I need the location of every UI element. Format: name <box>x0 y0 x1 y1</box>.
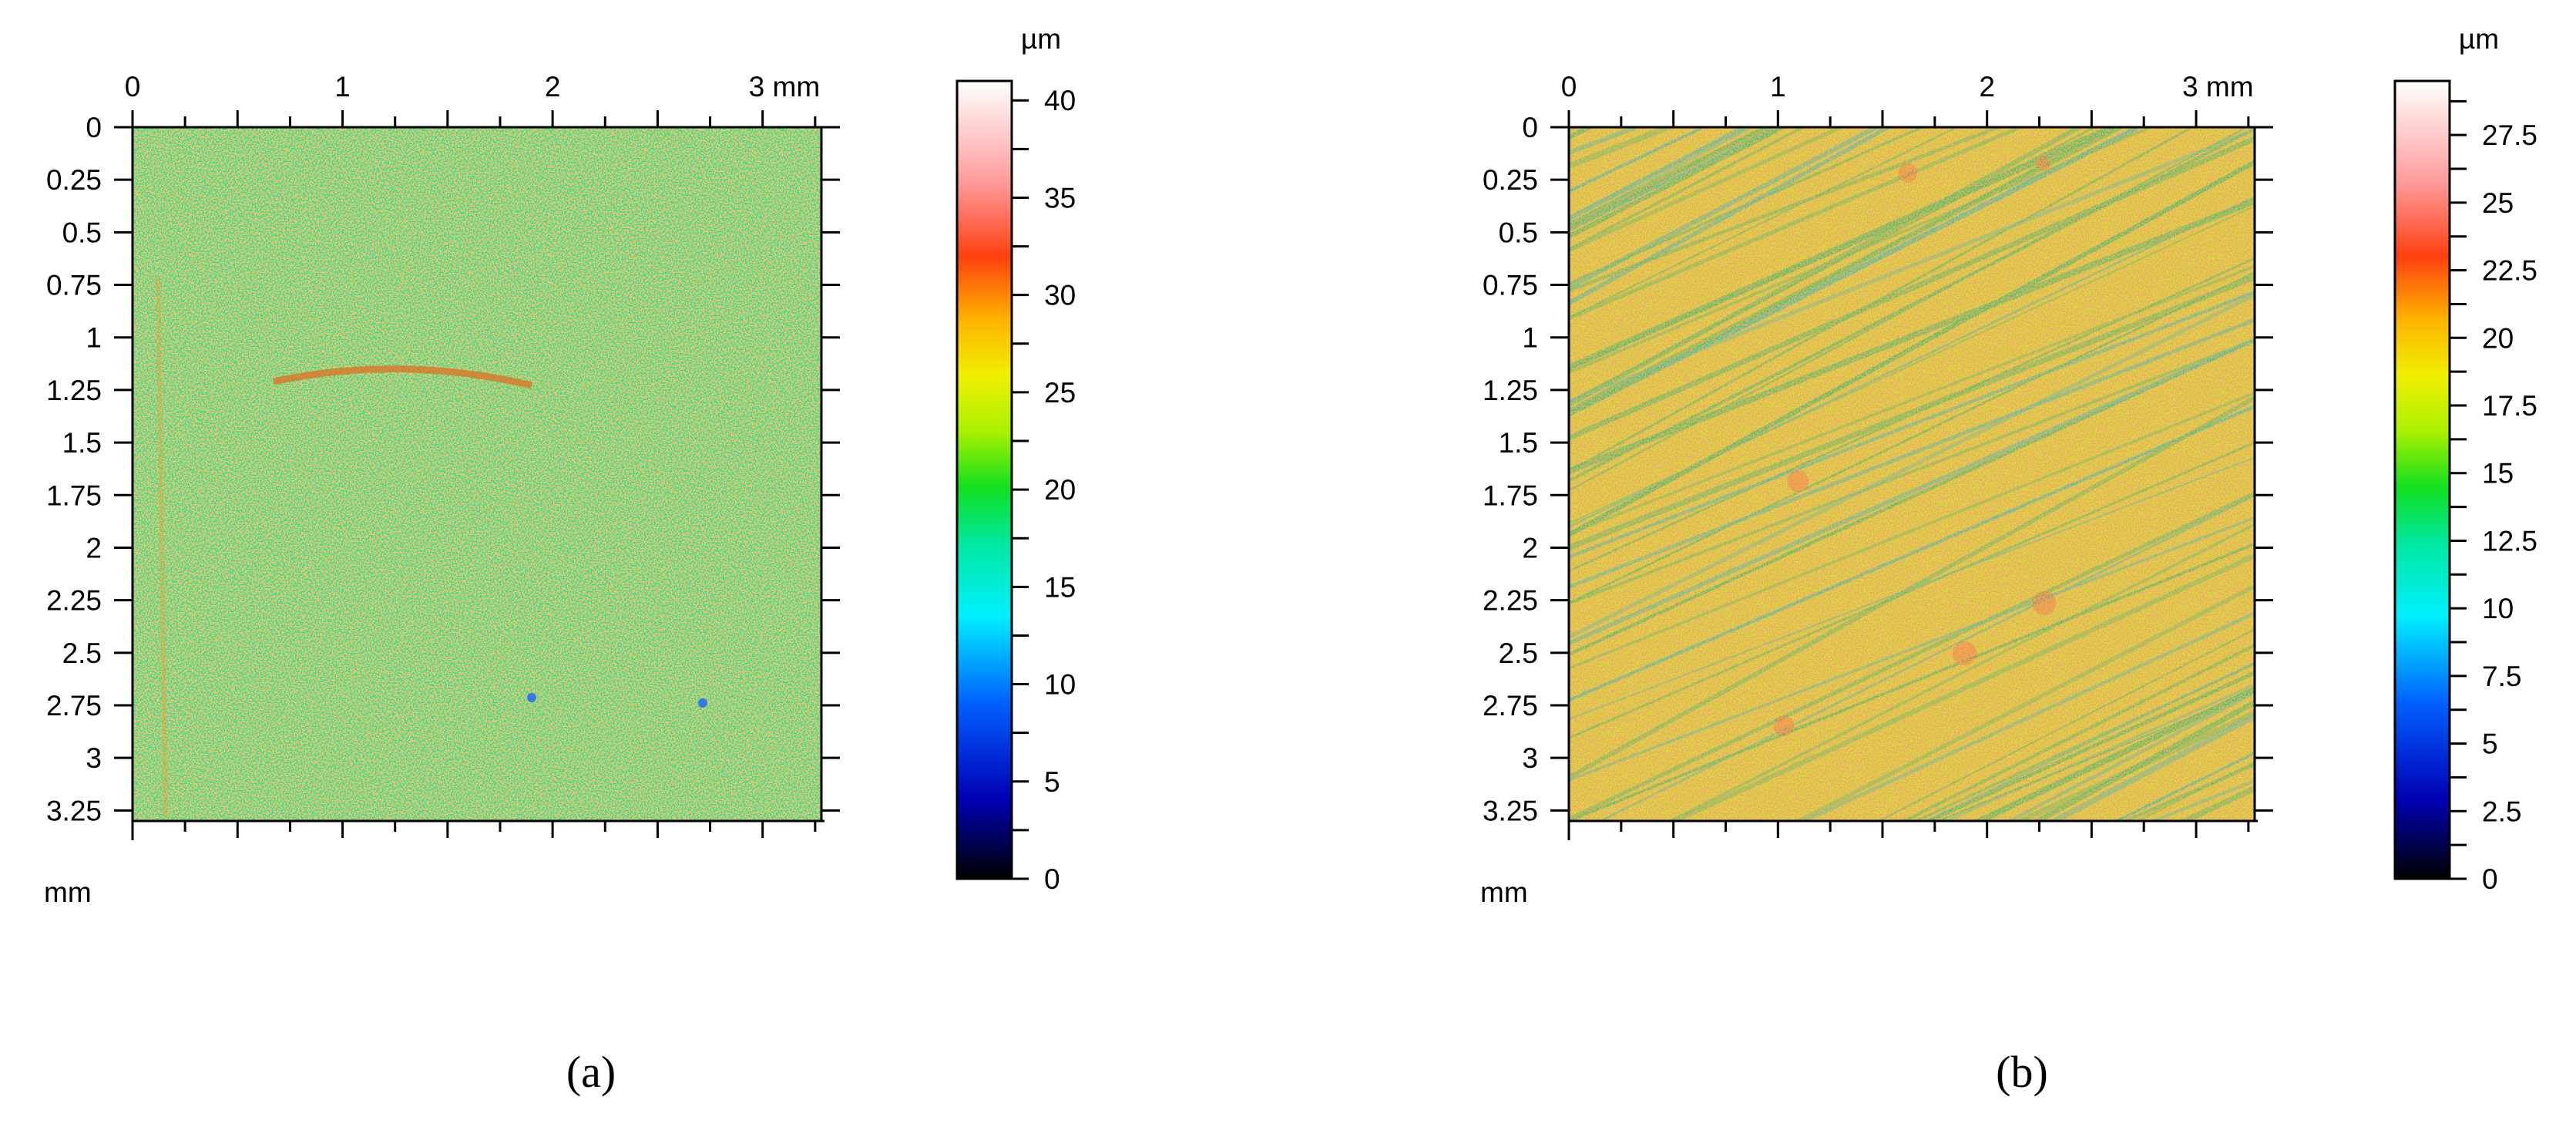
y-tick-label: 2 <box>1522 532 1538 564</box>
scratch-line <box>2178 785 2255 821</box>
y-tick-label: 0.75 <box>46 270 102 301</box>
colorbar-gradient <box>2393 79 2451 880</box>
scratch-line <box>1541 0 2281 99</box>
y-tick-label: 3 <box>86 742 102 774</box>
y-tick-label: 0.25 <box>46 164 102 196</box>
x-tick-label: 3 mm <box>749 71 820 103</box>
colorbar-unit: µm <box>2459 23 2499 55</box>
y-tick-label: 3.25 <box>46 795 102 826</box>
colorbar-tick-label: 15 <box>1044 571 1076 603</box>
colorbar-tick-label: 2.5 <box>2482 796 2521 827</box>
scratch-line <box>1541 845 2281 1127</box>
colorbar-b: 0 2.5 5 7.5 10 12.5 15 17.5 20 22.5 25 27.5 µm <box>2393 23 2537 895</box>
colorbar-tick-label: 0 <box>2482 863 2498 895</box>
y-tick-label: 1 <box>86 322 102 354</box>
y-tick-label: 2.5 <box>62 638 102 669</box>
colorbar-tick-label: 35 <box>1044 182 1076 214</box>
y-tick-label: 0 <box>1522 112 1538 143</box>
y-tick-label: 1.75 <box>46 479 102 511</box>
scratch-line <box>1541 0 2281 75</box>
y-tick-label: 1.5 <box>1499 427 1538 459</box>
colorbar-tick-label: 17.5 <box>2482 390 2537 422</box>
caption-a: (a) <box>566 1047 616 1097</box>
y-tick-label: 1.25 <box>46 375 102 406</box>
panel-a: 0 1 2 3 mm 0 0.25 0.5 0.75 1 1.25 1.5 1.75 2 2.25 2.5 2… <box>44 23 1076 908</box>
x-tick-label: 0 <box>125 71 141 103</box>
y-tick-label: 0.5 <box>1499 217 1538 248</box>
y-tick-label: 2.5 <box>1499 638 1538 669</box>
colorbar-tick-label: 20 <box>2482 322 2514 354</box>
scratch-line <box>1541 0 2281 43</box>
x-tick-label: 1 <box>1770 71 1786 103</box>
colorbar-gradient <box>956 79 1013 880</box>
heatmap-a <box>133 127 821 821</box>
colorbar-unit: µm <box>1021 23 1061 55</box>
x-tick-label: 1 <box>334 71 351 103</box>
colorbar-a: 0 5 10 15 20 25 30 35 40 µm <box>956 23 1076 895</box>
colorbar-tick-label: 15 <box>2482 458 2514 489</box>
x-tick-label: 2 <box>1979 71 1995 103</box>
heatmap-b <box>1541 0 2281 1127</box>
axis-unit-label: mm <box>1480 876 1528 908</box>
axis-unit-label: mm <box>44 876 92 908</box>
y-tick-label: 2.25 <box>46 585 102 617</box>
y-tick-label: 0 <box>86 112 102 143</box>
y-tick-label: 2.25 <box>1483 585 1538 617</box>
y-tick-label: 0.75 <box>1483 270 1538 301</box>
colorbar-tick-label: 10 <box>1044 669 1076 701</box>
colorbar-tick-label: 10 <box>2482 593 2514 624</box>
y-tick-label: 2 <box>86 532 102 564</box>
colorbar-tick-label: 25 <box>1044 377 1076 409</box>
y-tick-label: 1 <box>1522 322 1538 354</box>
colorbar-tick-label: 27.5 <box>2482 119 2537 151</box>
scratch-line <box>1541 0 2281 6</box>
scratch-line <box>1541 0 2281 69</box>
scratch-line <box>1541 0 2281 128</box>
colorbar-tick-label: 5 <box>2482 728 2498 760</box>
y-tick-label: 0.5 <box>62 217 102 248</box>
x-tick-label: 3 mm <box>2182 71 2254 103</box>
colorbar-tick-label: 12.5 <box>2482 525 2537 557</box>
y-tick-label: 3.25 <box>1483 795 1538 826</box>
colorbar-tick-label: 7.5 <box>2482 661 2521 692</box>
colorbar-tick-label: 25 <box>2482 187 2514 219</box>
colorbar-tick-label: 30 <box>1044 280 1076 311</box>
y-tick-label: 2.75 <box>1483 690 1538 722</box>
colorbar-tick-label: 22.5 <box>2482 255 2537 287</box>
colorbar-tick-label: 40 <box>1044 85 1076 116</box>
colorbar-tick-label: 20 <box>1044 474 1076 506</box>
scratch-line <box>1541 0 2281 93</box>
y-tick-label: 1.75 <box>1483 479 1538 511</box>
scratch-line <box>1541 0 2281 77</box>
scratch-line <box>1541 0 2281 94</box>
axes-b: 0 1 2 3 mm 0 0.25 0.5 0.75 1 1.25 1.5 1.75 2 2.25 2.5 2… <box>1480 71 2273 908</box>
colorbar-tick-label: 0 <box>1044 863 1060 895</box>
y-tick-label: 3 <box>1522 742 1538 774</box>
caption-b: (b) <box>1996 1047 2048 1097</box>
scratch-line <box>1541 0 2281 118</box>
x-tick-label: 0 <box>1561 71 1577 103</box>
scratch-line <box>1541 0 2281 120</box>
axes-a: 0 1 2 3 mm 0 0.25 0.5 0.75 1 1.25 1.5 1.75 2 2.25 2.5 2… <box>44 71 840 908</box>
y-tick-label: 0.25 <box>1483 164 1538 196</box>
y-tick-label: 1.5 <box>62 427 102 459</box>
colorbar-tick-label: 5 <box>1044 766 1060 798</box>
x-tick-label: 2 <box>545 71 561 103</box>
scratch-line <box>1541 0 2281 82</box>
y-tick-label: 2.75 <box>46 690 102 722</box>
y-tick-label: 1.25 <box>1483 375 1538 406</box>
scratch-line <box>1569 127 1580 133</box>
panel-b: 0 1 2 3 mm 0 0.25 0.5 0.75 1 1.25 1.5 1.75 2 2.25 2.5 2… <box>1480 0 2537 1127</box>
scratch-line <box>1541 0 2281 74</box>
scratch-line <box>1541 0 2281 39</box>
